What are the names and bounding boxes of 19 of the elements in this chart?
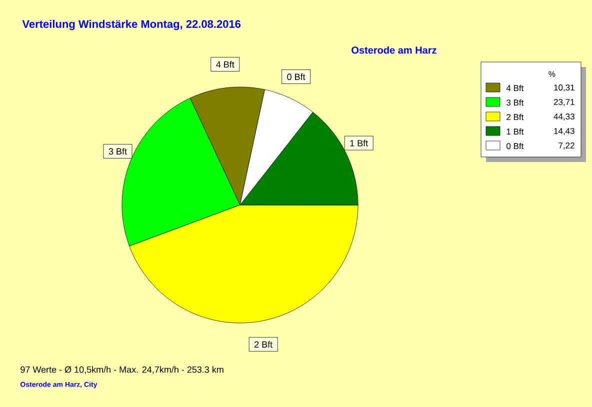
legend-label: 3 Bft: [506, 99, 524, 106]
slice-label: 4 Bft: [216, 61, 234, 68]
legend-title: %: [548, 71, 556, 77]
data-label: 7,22: [558, 142, 574, 150]
chart-title: Verteilung Windstärke Montag, 22.08.2016: [22, 20, 241, 30]
chart-subtitle: Osterode am Harz: [352, 46, 436, 54]
legend-label: 2 Bft: [506, 114, 524, 120]
data-label: 14,43: [554, 128, 574, 135]
data-label: 23,71: [554, 98, 574, 106]
slice-label: 1 Bft: [350, 140, 368, 146]
data-label: 44,33: [554, 113, 574, 120]
legend-label: 1 Bft: [506, 128, 524, 135]
slice-label: 3 Bft: [108, 148, 127, 155]
text: 97 Werte - Ø 10,5km/h - Max. 24,7km/h - 253.3 km: [20, 366, 224, 374]
legend-label: 4 Bft: [506, 84, 524, 92]
slice-label: 2 Bft: [254, 341, 273, 348]
slice-label: 0 Bft: [287, 73, 306, 80]
legend-label: 0 Bft: [506, 142, 524, 150]
data-label: 10,31: [554, 84, 574, 92]
